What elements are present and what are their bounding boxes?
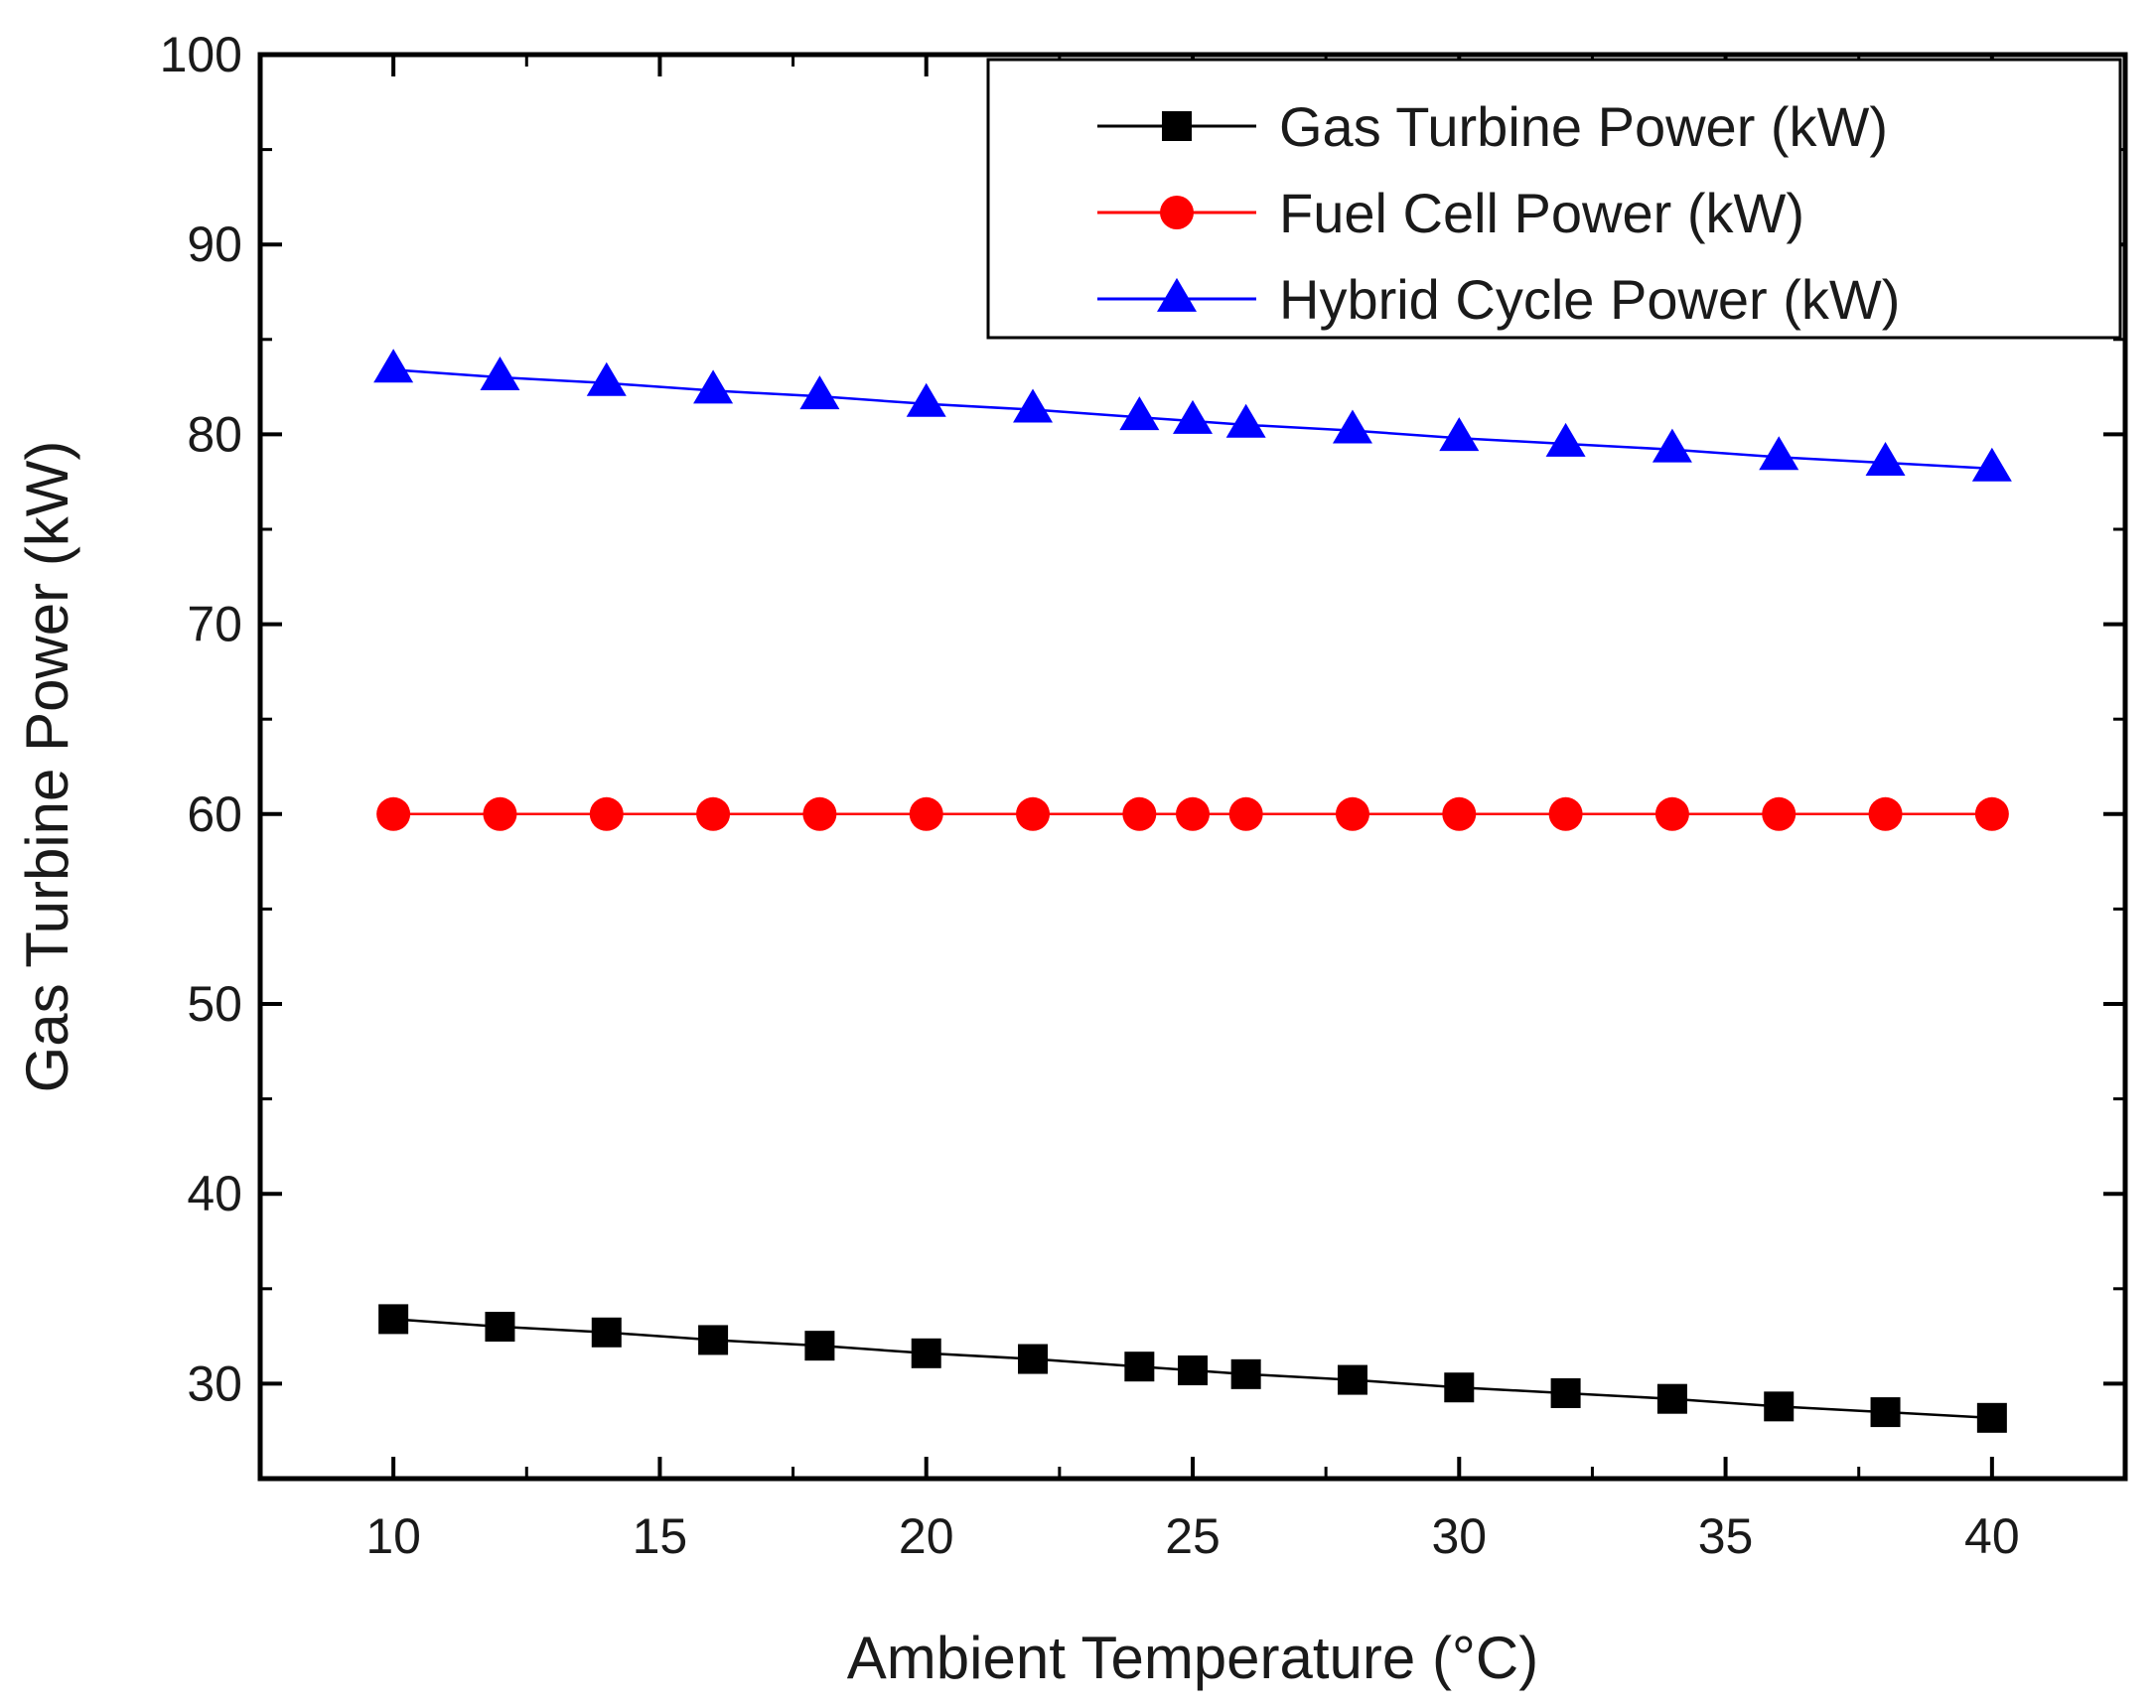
data-point xyxy=(1176,796,1210,831)
data-point xyxy=(906,382,946,417)
x-tick-label: 20 xyxy=(899,1508,954,1564)
data-point xyxy=(1764,1391,1795,1422)
legend-marker xyxy=(1162,111,1192,141)
data-point xyxy=(1016,796,1051,831)
legend: Gas Turbine Power (kW) Fuel Cell Power (k… xyxy=(986,58,2122,340)
data-point xyxy=(1442,796,1477,831)
data-point xyxy=(1178,1355,1208,1386)
data-point xyxy=(1762,796,1797,831)
data-point xyxy=(1868,796,1903,831)
x-tick-label: 10 xyxy=(365,1508,421,1564)
series-2 xyxy=(373,349,2012,482)
x-tick-label: 30 xyxy=(1431,1508,1487,1564)
y-tick-label: 70 xyxy=(187,597,242,652)
y-axis-title: Gas Turbine Power (kW) xyxy=(14,441,80,1093)
series-1 xyxy=(376,796,2009,831)
x-tick-label: 35 xyxy=(1698,1508,1754,1564)
data-point xyxy=(1332,409,1372,444)
data-point xyxy=(911,1338,941,1368)
data-point xyxy=(1870,1397,1901,1428)
data-point xyxy=(1652,428,1692,463)
legend-item-1: Fuel Cell Power (kW) xyxy=(1097,182,1804,244)
y-tick-label: 40 xyxy=(187,1166,242,1221)
y-tick-label: 30 xyxy=(187,1355,242,1411)
data-point xyxy=(1974,796,2009,831)
legend-label: Hybrid Cycle Power (kW) xyxy=(1279,268,1900,331)
data-point xyxy=(1230,1358,1261,1389)
data-point xyxy=(483,796,517,831)
y-tick-label: 90 xyxy=(187,216,242,272)
data-point xyxy=(799,375,840,410)
x-tick-label: 15 xyxy=(633,1508,688,1564)
legend-item-0: Gas Turbine Power (kW) xyxy=(1097,95,1888,158)
data-point xyxy=(1971,447,2012,482)
legend-marker xyxy=(1160,196,1194,229)
legend-label: Fuel Cell Power (kW) xyxy=(1279,182,1804,244)
data-point xyxy=(1018,1344,1049,1374)
data-point xyxy=(693,369,734,404)
data-point xyxy=(1654,796,1689,831)
data-point xyxy=(1335,796,1369,831)
data-point xyxy=(1865,442,1906,476)
plot-frame xyxy=(257,52,2128,1482)
data-point xyxy=(1548,796,1583,831)
data-point xyxy=(373,349,414,383)
data-point xyxy=(1545,422,1586,457)
data-point xyxy=(909,796,943,831)
series-0 xyxy=(378,1304,2007,1433)
legend-item-2: Hybrid Cycle Power (kW) xyxy=(1097,268,1900,331)
series-layer xyxy=(373,349,2012,1433)
data-point xyxy=(1656,1383,1687,1414)
data-point xyxy=(698,1325,729,1355)
data-point xyxy=(1173,399,1213,434)
data-point xyxy=(1759,436,1799,471)
y-tick-label: 50 xyxy=(187,976,242,1032)
data-point xyxy=(1124,1352,1155,1382)
data-point xyxy=(586,361,627,396)
legend-label: Gas Turbine Power (kW) xyxy=(1279,95,1888,158)
data-point xyxy=(1228,796,1263,831)
data-point xyxy=(1976,1402,2007,1433)
data-point xyxy=(480,356,520,390)
data-point xyxy=(591,1317,622,1348)
data-point xyxy=(1122,796,1157,831)
data-point xyxy=(1225,403,1266,438)
data-point xyxy=(1337,1364,1367,1395)
data-point xyxy=(696,796,731,831)
legend-items: Gas Turbine Power (kW) Fuel Cell Power (k… xyxy=(1097,95,1900,331)
data-point xyxy=(1119,396,1160,431)
data-point xyxy=(1550,1377,1581,1408)
data-point xyxy=(589,796,624,831)
y-tick-label: 80 xyxy=(187,406,242,462)
data-point xyxy=(804,1331,835,1361)
y-tick-label: 100 xyxy=(160,27,242,82)
legend-marker xyxy=(1157,277,1197,312)
data-point xyxy=(1444,1372,1475,1403)
data-point xyxy=(1013,388,1054,423)
data-point xyxy=(485,1312,515,1343)
data-point xyxy=(802,796,837,831)
data-point xyxy=(376,796,411,831)
y-tick-label: 60 xyxy=(187,786,242,842)
x-axis-title: Ambient Temperature (°C) xyxy=(847,1625,1538,1691)
data-point xyxy=(1439,417,1480,452)
x-tick-label: 40 xyxy=(1964,1508,2020,1564)
data-point xyxy=(378,1304,409,1335)
x-tick-label: 25 xyxy=(1165,1508,1221,1564)
